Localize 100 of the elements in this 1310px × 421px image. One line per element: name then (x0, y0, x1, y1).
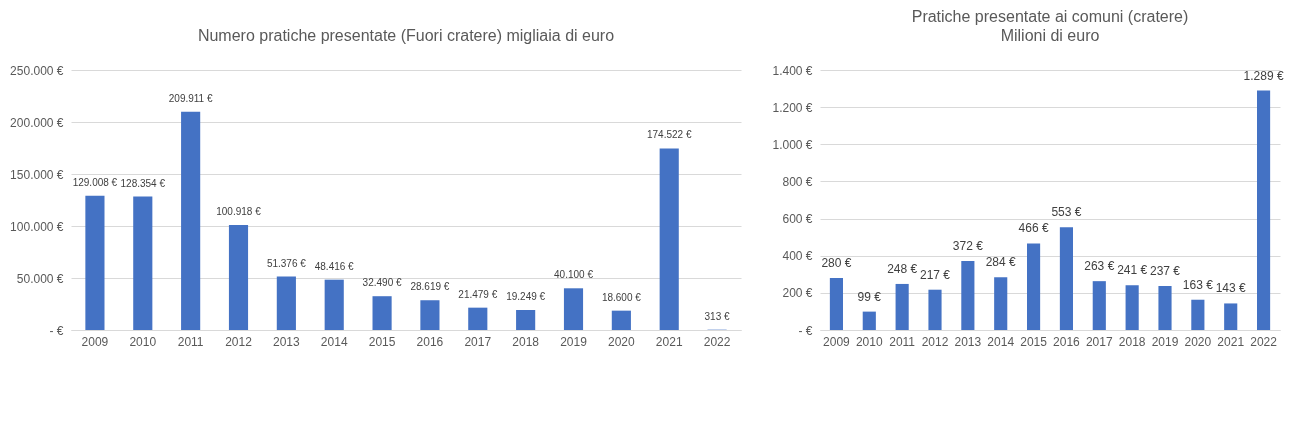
y-tick-label: - € (798, 323, 813, 338)
bar (181, 111, 201, 330)
x-tick-label: 2018 (1118, 334, 1146, 349)
x-tick-label: 2015 (368, 334, 396, 349)
x-tick-label: 2014 (320, 334, 348, 349)
data-label: 263 € (1084, 259, 1115, 274)
bar (420, 300, 440, 330)
x-tick-label: 2012 (225, 334, 253, 349)
data-label: 129.008 € (72, 176, 118, 188)
bar (85, 195, 105, 330)
x-tick-label: 2022 (703, 334, 731, 349)
bar (961, 260, 975, 330)
x-tick-label: 2020 (608, 334, 636, 349)
y-tick-label: 1.200 € (772, 100, 813, 115)
bar (563, 288, 584, 330)
x-tick-label: 2013 (954, 334, 982, 349)
y-tick-label: 400 € (782, 249, 813, 264)
data-label: 280 € (821, 256, 852, 270)
data-label: 284 € (985, 255, 1017, 270)
data-label: 100.918 € (216, 206, 262, 218)
data-label: 237 € (1149, 263, 1181, 278)
data-label: 18.600 € (601, 291, 642, 303)
data-label: 248 € (887, 261, 918, 276)
bar (1158, 285, 1172, 330)
x-tick-label: 2012 (921, 334, 949, 349)
bar (1257, 90, 1271, 330)
data-label: 40.100 € (554, 269, 594, 281)
data-label: 128.354 € (120, 177, 166, 189)
chart-subtitle: Milioni di euro (1000, 27, 1100, 44)
bar (1125, 285, 1139, 330)
x-tick-label: 2022 (1250, 334, 1278, 349)
x-tick-label: 2014 (987, 334, 1015, 349)
bar (928, 289, 942, 330)
data-label: 217 € (919, 267, 951, 282)
data-label: 241 € (1117, 263, 1148, 278)
bar (611, 310, 631, 330)
bar (1059, 227, 1073, 330)
x-tick-label: 2019 (1151, 334, 1179, 349)
data-label: 209.911 € (168, 92, 213, 104)
data-label: 553 € (1051, 205, 1082, 220)
x-tick-label: 2015 (1020, 334, 1048, 349)
x-tick-label: 2009 (81, 334, 109, 349)
y-tick-label: 200.000 € (10, 115, 64, 130)
bar (516, 309, 536, 330)
data-label: 163 € (1182, 277, 1214, 292)
data-label: 466 € (1018, 221, 1049, 236)
bar (1092, 281, 1106, 330)
data-label: 313 € (704, 310, 731, 322)
data-label: 19.249 € (506, 290, 546, 302)
bar (1224, 303, 1238, 330)
chart-title: Numero pratiche presentate (Fuori cratere) migliaia di euro (197, 27, 615, 44)
x-tick-label: 2011 (889, 334, 916, 349)
chart-title: Pratiche presentate ai comuni (cratere) (911, 8, 1189, 25)
bar (895, 283, 909, 330)
bar (372, 296, 392, 330)
x-tick-label: 2021 (655, 334, 683, 349)
bar (1191, 299, 1205, 330)
y-tick-label: 600 € (782, 212, 813, 227)
x-tick-label: 2017 (464, 334, 492, 349)
data-label: 143 € (1215, 281, 1247, 296)
y-tick-label: - € (49, 323, 64, 338)
bar (659, 148, 679, 330)
x-tick-label: 2010 (129, 334, 157, 349)
bar (228, 225, 249, 330)
bar (829, 278, 843, 330)
bar (468, 307, 488, 330)
y-tick-label: 150.000 € (10, 167, 64, 182)
data-label: 32.490 € (362, 277, 402, 289)
x-tick-label: 2016 (416, 334, 444, 349)
bar (1027, 243, 1041, 330)
bar (994, 277, 1008, 330)
data-label: 28.619 € (410, 281, 450, 293)
x-tick-label: 2018 (512, 334, 540, 349)
y-tick-label: 100.000 € (10, 219, 64, 234)
y-tick-label: 250.000 € (10, 63, 64, 78)
x-tick-label: 2021 (1217, 334, 1245, 349)
y-tick-label: 800 € (782, 174, 813, 189)
bar (133, 196, 153, 330)
bar (276, 276, 296, 330)
data-label: 51.376 € (266, 257, 307, 269)
x-tick-label: 2011 (177, 334, 204, 349)
y-tick-label: 1.400 € (772, 63, 813, 78)
x-tick-label: 2009 (823, 334, 851, 349)
x-tick-label: 2013 (273, 334, 301, 349)
data-label: 99 € (857, 289, 882, 304)
x-tick-label: 2010 (855, 334, 883, 349)
data-label: 48.416 € (314, 260, 355, 272)
bar (324, 279, 344, 330)
x-tick-label: 2016 (1053, 334, 1081, 349)
x-tick-label: 2020 (1184, 334, 1212, 349)
y-tick-label: 200 € (782, 286, 813, 301)
x-tick-label: 2019 (560, 334, 588, 349)
data-label: 1.289 € (1243, 68, 1284, 83)
bar (862, 311, 876, 330)
data-label: 174.522 € (646, 129, 692, 141)
y-tick-label: 50.000 € (16, 271, 64, 286)
data-label: 372 € (952, 238, 984, 253)
y-tick-label: 1.000 € (772, 137, 813, 152)
data-label: 21.479 € (458, 288, 498, 300)
x-tick-label: 2017 (1085, 334, 1113, 349)
